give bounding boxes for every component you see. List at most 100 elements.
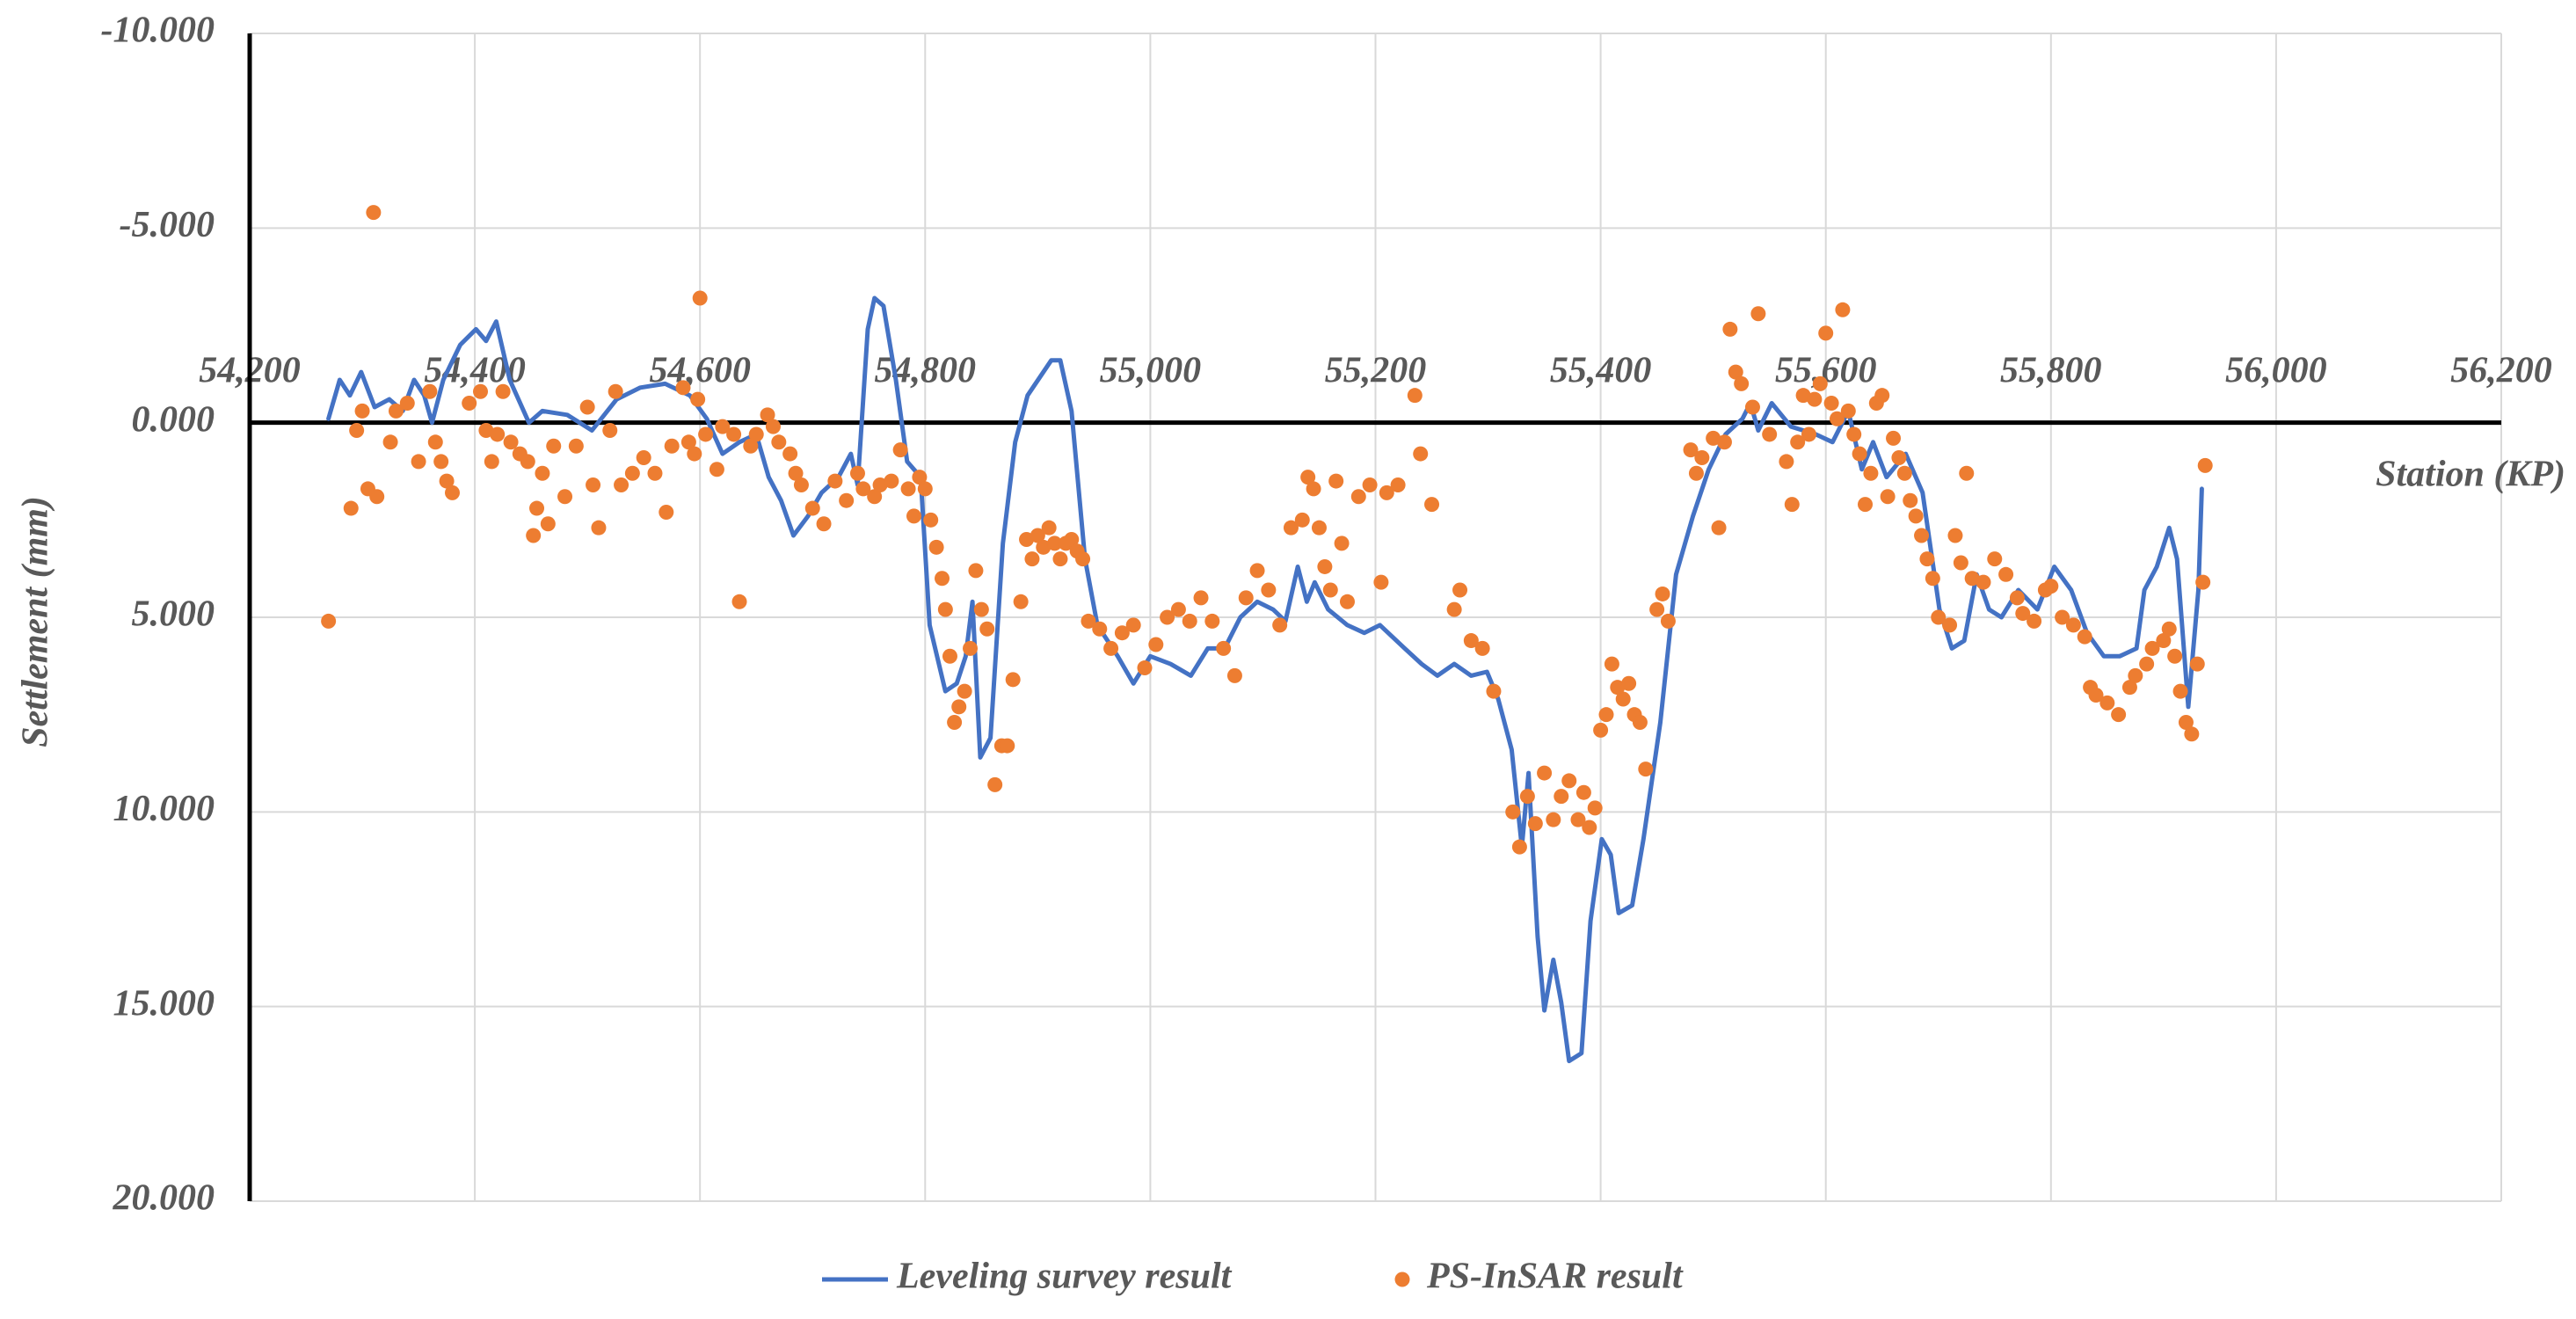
scatter-point: [793, 477, 809, 492]
scatter-point: [1527, 816, 1543, 832]
scatter-point: [2009, 590, 2025, 606]
scatter-point: [1424, 497, 1440, 513]
scatter-point: [636, 450, 651, 466]
scatter-point: [2015, 606, 2031, 622]
scatter-point: [1000, 738, 1015, 754]
scatter-point: [698, 426, 714, 442]
scatter-point: [680, 434, 696, 450]
scatter-point: [388, 403, 404, 419]
scatter-point: [1632, 715, 1648, 731]
scatter-point: [529, 500, 545, 516]
scatter-point: [973, 601, 989, 617]
scatter-point: [1182, 613, 1197, 629]
scatter-point: [2184, 726, 2200, 742]
legend-swatch: [1394, 1272, 1410, 1287]
scatter-point: [1976, 574, 1991, 590]
scatter-point: [1598, 707, 1614, 723]
y-axis-title: Settlement (mm): [16, 496, 56, 747]
scatter-point: [2144, 640, 2160, 656]
scatter-point: [399, 396, 415, 412]
scatter-point: [1030, 528, 1045, 543]
scatter-point: [2178, 715, 2194, 731]
scatter-point: [1711, 520, 1727, 536]
scatter-point: [1807, 391, 1823, 407]
scatter-point: [1272, 617, 1288, 633]
scatter-point: [1835, 302, 1851, 317]
scatter-point: [1041, 520, 1057, 536]
scatter-point: [1947, 528, 1963, 543]
scatter-point: [1283, 520, 1299, 536]
scatter-point: [1226, 667, 1242, 683]
scatter-point: [1005, 672, 1021, 688]
scatter-point: [1846, 426, 1862, 442]
scatter-point: [1959, 465, 1975, 481]
scatter-point: [1925, 571, 1940, 587]
scatter-point: [2099, 695, 2115, 711]
scatter-point: [586, 477, 601, 492]
scatter-point: [1075, 551, 1091, 567]
scatter-point: [1561, 773, 1577, 789]
scatter-point: [2197, 457, 2213, 473]
scatter-point: [1852, 446, 1867, 462]
y-tick-label: -10.000: [101, 11, 215, 51]
scatter-point: [2111, 707, 2127, 723]
scatter-point: [892, 442, 908, 458]
scatter-point: [1024, 551, 1040, 567]
scatter-point: [1649, 601, 1665, 617]
scatter-point: [1942, 617, 1958, 633]
scatter-point: [1311, 520, 1327, 536]
legend-label: PS-InSAR result: [1426, 1257, 1684, 1297]
scatter-point: [1683, 442, 1699, 458]
scatter-point: [520, 454, 535, 470]
scatter-point: [957, 683, 972, 699]
scatter-point: [557, 489, 573, 505]
scatter-point: [2167, 648, 2183, 664]
scatter-point: [1511, 839, 1527, 855]
scatter-point: [1092, 621, 1108, 637]
scatter-point: [816, 516, 832, 532]
scatter-point: [1137, 660, 1153, 676]
scatter-point: [2088, 688, 2104, 703]
scatter-point: [579, 399, 595, 415]
scatter-point: [687, 446, 702, 462]
scatter-point: [1903, 492, 1918, 508]
scatter-point: [1238, 590, 1254, 606]
scatter-point: [2161, 621, 2177, 637]
scatter-point: [1546, 812, 1561, 827]
scatter-point: [1964, 571, 1980, 587]
scatter-point: [1610, 680, 1626, 696]
scatter-point: [1582, 820, 1597, 835]
scatter-point: [1604, 656, 1619, 672]
scatter-point: [1328, 473, 1344, 489]
scatter-point: [1840, 403, 1856, 419]
scatter-point: [912, 470, 928, 485]
scatter-point: [872, 477, 888, 492]
scatter-point: [1019, 531, 1035, 547]
scatter-point: [1064, 531, 1080, 547]
scatter-point: [827, 473, 843, 489]
scatter-point: [624, 465, 640, 481]
scatter-point: [659, 504, 674, 520]
scatter-point: [963, 640, 979, 656]
legend-label: Leveling survey result: [896, 1257, 1233, 1297]
scatter-point: [495, 383, 511, 399]
scatter-point: [937, 601, 953, 617]
scatter-point: [947, 715, 963, 731]
scatter-point: [1998, 566, 2014, 582]
scatter-point: [1706, 430, 1721, 446]
scatter-point: [1103, 640, 1119, 656]
scatter-point: [1615, 691, 1631, 707]
scatter-point: [503, 434, 519, 450]
y-tick-label: 20.000: [113, 1178, 215, 1219]
scatter-point: [1081, 613, 1096, 629]
scatter-point: [1114, 625, 1130, 641]
scatter-point: [1446, 601, 1462, 617]
scatter-point: [1249, 563, 1265, 579]
scatter-point: [690, 391, 706, 407]
scatter-point: [1170, 601, 1186, 617]
scatter-point: [2139, 656, 2155, 672]
scatter-point: [1047, 536, 1063, 551]
scatter-point: [2128, 667, 2143, 683]
scatter-point: [1294, 512, 1310, 528]
scatter-point: [1722, 321, 1738, 337]
